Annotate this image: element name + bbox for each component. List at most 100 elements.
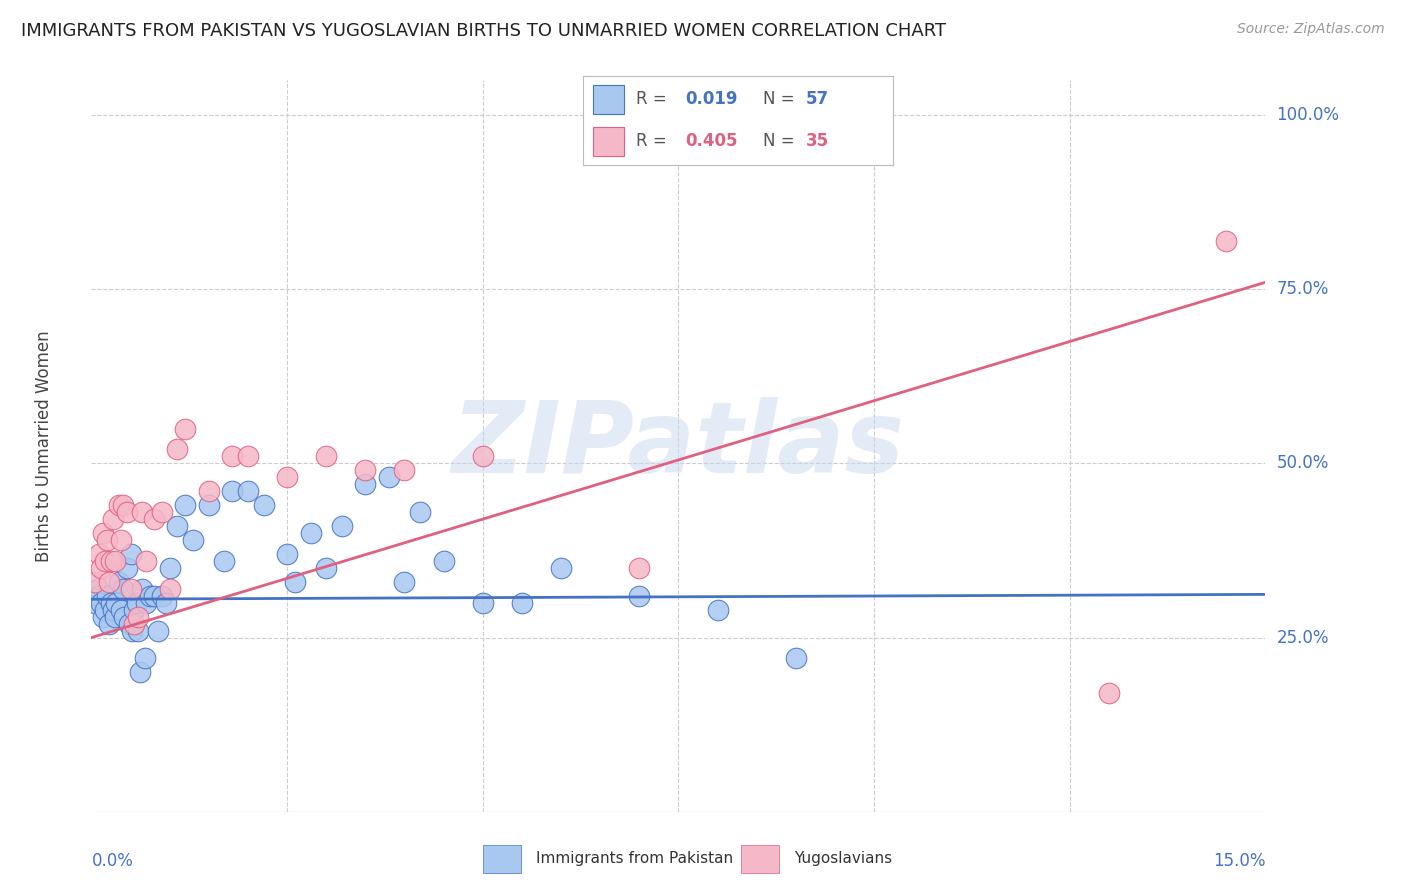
- Point: [139, 589, 162, 603]
- Point: [103, 603, 125, 617]
- Point: [143, 589, 166, 603]
- Text: R =: R =: [636, 132, 672, 151]
- Point: [94, 554, 117, 568]
- Point: [125, 596, 148, 610]
- Point: [111, 498, 134, 512]
- FancyBboxPatch shape: [484, 845, 522, 872]
- Text: R =: R =: [636, 90, 672, 109]
- Point: [129, 665, 152, 680]
- Text: N =: N =: [763, 90, 800, 109]
- Point: [214, 554, 236, 568]
- Point: [276, 547, 298, 561]
- Point: [100, 596, 122, 610]
- Point: [134, 651, 156, 665]
- Point: [146, 624, 169, 638]
- Point: [378, 470, 401, 484]
- FancyBboxPatch shape: [593, 85, 624, 114]
- Point: [103, 512, 125, 526]
- Text: IMMIGRANTS FROM PAKISTAN VS YUGOSLAVIAN BIRTHS TO UNMARRIED WOMEN CORRELATION CH: IMMIGRANTS FROM PAKISTAN VS YUGOSLAVIAN …: [21, 22, 946, 40]
- Point: [124, 603, 146, 617]
- Text: Source: ZipAtlas.com: Source: ZipAtlas.com: [1237, 22, 1385, 37]
- Point: [197, 484, 219, 499]
- Point: [89, 547, 111, 561]
- Point: [150, 589, 173, 603]
- Point: [120, 547, 142, 561]
- Point: [330, 519, 353, 533]
- Text: ZIPatlas: ZIPatlas: [451, 398, 905, 494]
- Point: [84, 596, 107, 610]
- Point: [785, 651, 807, 665]
- Point: [315, 450, 337, 464]
- Point: [96, 589, 118, 603]
- Point: [197, 498, 219, 512]
- Point: [135, 554, 157, 568]
- Point: [96, 533, 118, 547]
- Text: 57: 57: [806, 90, 830, 109]
- Point: [284, 574, 307, 589]
- Point: [127, 624, 149, 638]
- Point: [90, 561, 112, 575]
- Point: [174, 498, 197, 512]
- Text: Births to Unmarried Women: Births to Unmarried Women: [35, 330, 53, 562]
- Point: [276, 470, 298, 484]
- Point: [432, 554, 454, 568]
- Point: [97, 616, 120, 631]
- Point: [112, 609, 135, 624]
- Point: [84, 574, 107, 589]
- Text: 0.0%: 0.0%: [91, 852, 134, 870]
- Point: [252, 498, 274, 512]
- Text: 35: 35: [806, 132, 830, 151]
- FancyBboxPatch shape: [741, 845, 779, 872]
- Point: [236, 450, 259, 464]
- Point: [159, 561, 181, 575]
- Point: [221, 450, 243, 464]
- Point: [299, 526, 322, 541]
- Point: [354, 477, 377, 491]
- Text: Immigrants from Pakistan: Immigrants from Pakistan: [536, 851, 733, 866]
- Point: [159, 582, 181, 596]
- Point: [91, 526, 114, 541]
- Point: [471, 450, 494, 464]
- Point: [394, 463, 416, 477]
- Point: [110, 533, 132, 547]
- Point: [107, 498, 129, 512]
- Point: [118, 616, 141, 631]
- Text: 75.0%: 75.0%: [1277, 280, 1329, 298]
- Point: [155, 596, 177, 610]
- Point: [104, 609, 127, 624]
- Point: [121, 624, 143, 638]
- Point: [115, 505, 138, 519]
- Point: [236, 484, 259, 499]
- Point: [131, 505, 153, 519]
- Point: [115, 561, 138, 575]
- Point: [110, 603, 132, 617]
- Point: [1215, 234, 1237, 248]
- Text: Yugoslavians: Yugoslavians: [794, 851, 891, 866]
- Point: [471, 596, 494, 610]
- Point: [111, 582, 134, 596]
- Point: [221, 484, 243, 499]
- Point: [97, 574, 120, 589]
- Point: [131, 582, 153, 596]
- Point: [166, 519, 188, 533]
- Text: 25.0%: 25.0%: [1277, 629, 1329, 647]
- Point: [90, 596, 112, 610]
- Point: [86, 582, 108, 596]
- Point: [100, 554, 122, 568]
- FancyBboxPatch shape: [593, 127, 624, 156]
- Point: [94, 603, 117, 617]
- Point: [409, 505, 432, 519]
- Point: [150, 505, 173, 519]
- Point: [354, 463, 377, 477]
- Point: [143, 512, 166, 526]
- Point: [166, 442, 188, 457]
- Point: [124, 616, 146, 631]
- Point: [105, 596, 128, 610]
- Text: N =: N =: [763, 132, 800, 151]
- Point: [181, 533, 204, 547]
- Point: [127, 609, 149, 624]
- Point: [174, 421, 197, 435]
- Point: [394, 574, 416, 589]
- Text: 0.019: 0.019: [686, 90, 738, 109]
- Point: [315, 561, 337, 575]
